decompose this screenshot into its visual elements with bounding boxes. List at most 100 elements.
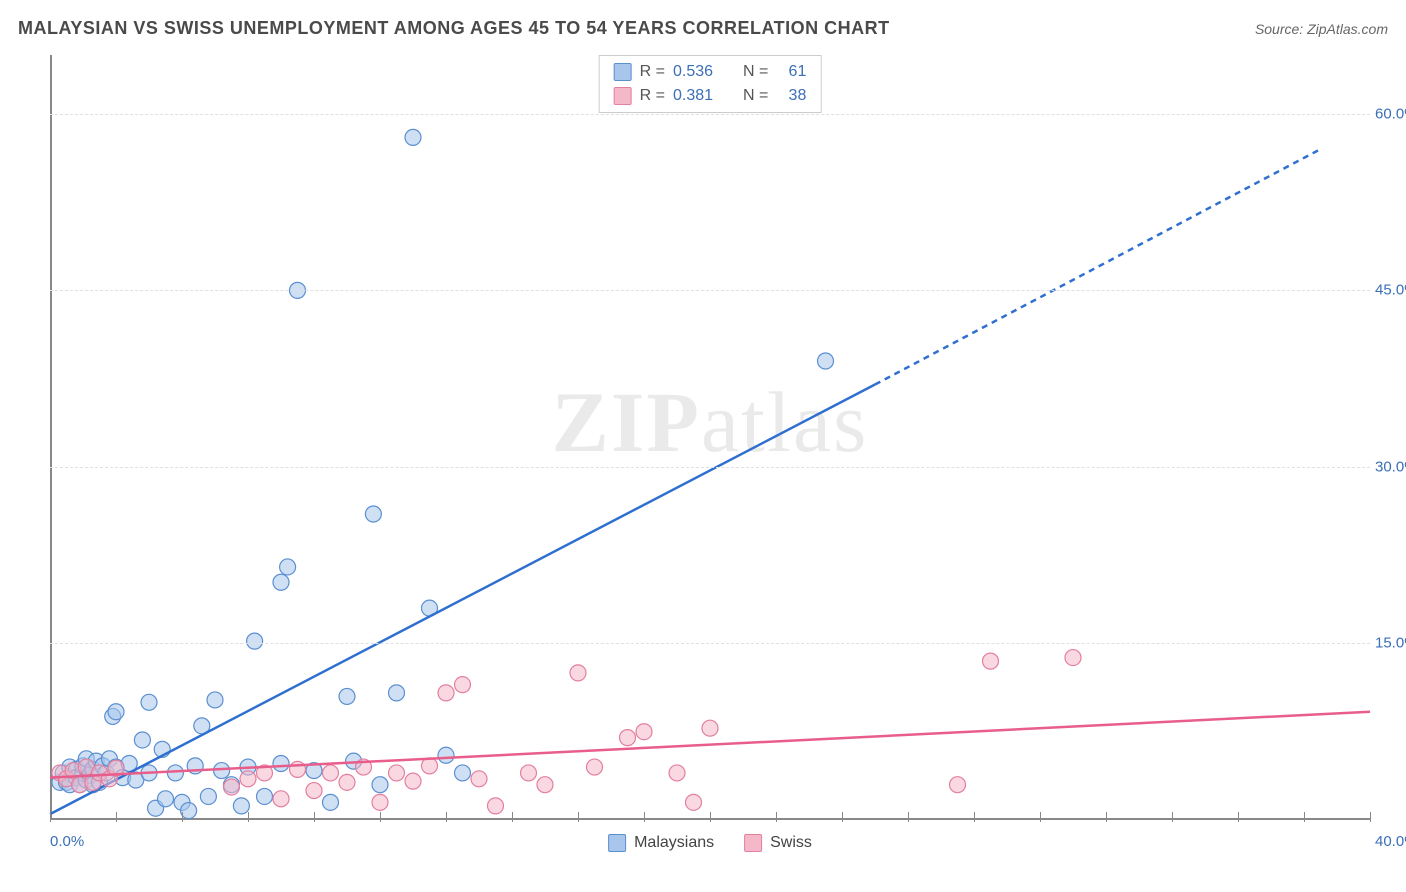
y-tick-label: 45.0% (1375, 282, 1406, 299)
scatter-point (247, 633, 263, 649)
scatter-point (339, 688, 355, 704)
stat-n-label: N = (743, 84, 768, 108)
scatter-point (365, 506, 381, 522)
scatter-point (200, 788, 216, 804)
scatter-point (108, 704, 124, 720)
gridline (50, 290, 1370, 291)
x-tick (842, 812, 843, 822)
scatter-point (372, 794, 388, 810)
scatter-point (950, 777, 966, 793)
stat-n-value: 61 (776, 60, 806, 84)
scatter-point (372, 777, 388, 793)
scatter-point (570, 665, 586, 681)
x-tick (974, 812, 975, 822)
scatter-point (273, 791, 289, 807)
scatter-point (438, 747, 454, 763)
y-tick-label: 30.0% (1375, 458, 1406, 475)
x-tick (1304, 812, 1305, 822)
x-tick (182, 812, 183, 822)
scatter-point (636, 724, 652, 740)
scatter-point (257, 788, 273, 804)
source-attribution: Source: ZipAtlas.com (1255, 21, 1388, 37)
x-tick (380, 812, 381, 822)
legend-item: Swiss (744, 834, 812, 852)
scatter-point (141, 694, 157, 710)
stat-r-value: 0.381 (673, 84, 727, 108)
scatter-point (669, 765, 685, 781)
chart-title: MALAYSIAN VS SWISS UNEMPLOYMENT AMONG AG… (18, 18, 890, 39)
stat-r-label: R = (640, 84, 665, 108)
scatter-point (422, 758, 438, 774)
stat-n-label: N = (743, 60, 768, 84)
scatter-point (587, 759, 603, 775)
scatter-point (158, 791, 174, 807)
scatter-point (537, 777, 553, 793)
x-tick (908, 812, 909, 822)
stat-row: R =0.381N =38 (614, 84, 807, 108)
scatter-point (702, 720, 718, 736)
gridline (50, 114, 1370, 115)
scatter-point (134, 732, 150, 748)
stat-swatch (614, 63, 632, 81)
stat-r-label: R = (640, 60, 665, 84)
trend-line-dashed (875, 149, 1321, 384)
trend-line (50, 385, 875, 815)
scatter-point (273, 756, 289, 772)
x-tick (116, 812, 117, 822)
x-max-label: 40.0% (1375, 833, 1406, 850)
scatter-point (455, 765, 471, 781)
x-tick (1040, 812, 1041, 822)
legend-swatch (744, 834, 762, 852)
x-min-label: 0.0% (50, 833, 84, 850)
scatter-point (471, 771, 487, 787)
chart-header: MALAYSIAN VS SWISS UNEMPLOYMENT AMONG AG… (18, 18, 1388, 39)
stat-r-value: 0.536 (673, 60, 727, 84)
x-tick (50, 812, 51, 822)
scatter-point (233, 798, 249, 814)
scatter-point (207, 692, 223, 708)
gridline (50, 643, 1370, 644)
x-tick (578, 812, 579, 822)
scatter-point (1065, 650, 1081, 666)
legend-swatch (608, 834, 626, 852)
stat-row: R = 0.536 N = 61 (614, 60, 807, 84)
gridline (50, 467, 1370, 468)
scatter-point (438, 685, 454, 701)
scatter-point (240, 771, 256, 787)
scatter-point (306, 783, 322, 799)
legend-label: Malaysians (634, 834, 714, 852)
scatter-point (455, 677, 471, 693)
scatter-point (181, 803, 197, 819)
scatter-point (224, 779, 240, 795)
scatter-point (389, 765, 405, 781)
scatter-point (280, 559, 296, 575)
y-tick-label: 60.0% (1375, 105, 1406, 122)
scatter-point (167, 765, 183, 781)
y-tick-label: 15.0% (1375, 635, 1406, 652)
scatter-point (339, 774, 355, 790)
stats-box: R =0.536N =61R =0.381N =38 (599, 55, 822, 113)
x-tick (1172, 812, 1173, 822)
x-tick (1238, 812, 1239, 822)
scatter-point (405, 773, 421, 789)
stat-swatch (614, 87, 632, 105)
x-tick (446, 812, 447, 822)
chart-svg (50, 55, 350, 205)
scatter-point (818, 353, 834, 369)
x-tick (512, 812, 513, 822)
scatter-point (389, 685, 405, 701)
x-tick (644, 812, 645, 822)
x-tick (1370, 812, 1371, 822)
scatter-point (273, 574, 289, 590)
legend-label: Swiss (770, 834, 812, 852)
plot-area: ZIPatlas R =0.536N =61R =0.381N =38 Mala… (50, 55, 1370, 820)
scatter-point (405, 129, 421, 145)
legend-item: Malaysians (608, 834, 714, 852)
scatter-point (488, 798, 504, 814)
scatter-point (686, 794, 702, 810)
x-tick (248, 812, 249, 822)
x-tick (1106, 812, 1107, 822)
x-tick (710, 812, 711, 822)
scatter-point (620, 730, 636, 746)
scatter-point (521, 765, 537, 781)
